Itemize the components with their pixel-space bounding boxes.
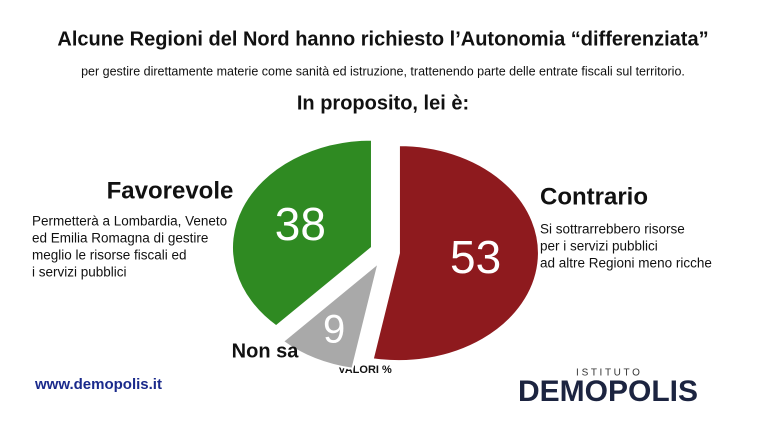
- pie-slice: [281, 260, 381, 370]
- chart-title: Alcune Regioni del Nord hanno richiesto …: [57, 28, 708, 50]
- data-label: 38: [275, 198, 326, 250]
- description: Permetterà a Lombardia, Veneto: [32, 214, 227, 229]
- description: ad altre Regioni meno ricche: [540, 256, 712, 271]
- description: ed Emilia Romagna di gestire: [32, 231, 208, 246]
- description: Si sottrarrebbero risorse: [540, 222, 685, 237]
- question: In proposito, lei è:: [297, 92, 469, 114]
- data-label: 9: [323, 308, 345, 352]
- pie-slice: [371, 144, 540, 363]
- chart-subtitle: per gestire direttamente materie come sa…: [81, 64, 685, 78]
- brand: DEMOPOLIS: [518, 375, 698, 408]
- category-label: Non sa: [232, 340, 300, 362]
- source: www.demopolis.it: [34, 376, 162, 393]
- description: i servizi pubblici: [32, 265, 127, 280]
- description: per i servizi pubblici: [540, 239, 658, 254]
- data-label: 53: [450, 231, 501, 283]
- brand-top: I S T I T U T O: [576, 368, 640, 379]
- category-label: Contrario: [540, 183, 648, 210]
- category-label: Favorevole: [107, 177, 234, 204]
- description: meglio le risorse fiscali ed: [32, 248, 187, 263]
- pie-slice: [231, 138, 373, 328]
